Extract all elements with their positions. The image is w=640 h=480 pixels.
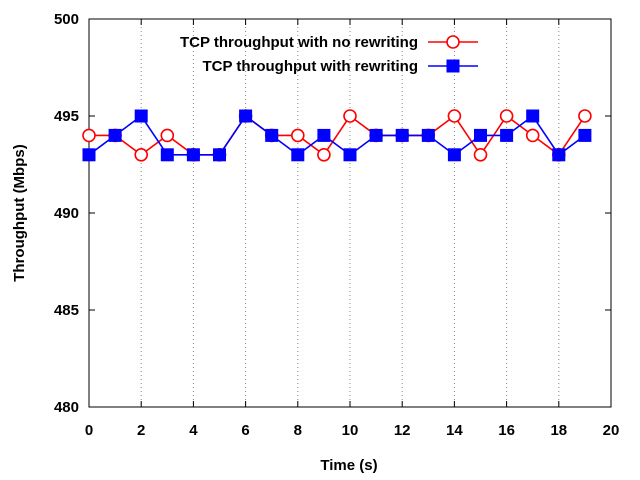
data-point [290,128,305,143]
data-point [239,109,253,123]
data-point [473,148,488,162]
data-point [186,148,200,162]
data-point [447,109,462,123]
legend-label: TCP throughput with rewriting [202,58,418,75]
legend: TCP throughput with no rewriting TCP thro… [180,34,478,75]
data-point [82,128,96,143]
data-point [134,109,148,123]
y-tick-label: 500 [54,11,79,28]
x-tick-label: 12 [394,422,411,439]
y-tick-label: 490 [54,205,79,222]
data-point [160,128,175,143]
x-tick-label: 8 [294,422,302,439]
legend-entry: TCP throughput with rewriting [202,58,478,75]
x-tick-label: 14 [446,422,463,439]
data-point [317,128,331,142]
data-point [395,128,409,142]
data-point [421,128,435,142]
data-point [82,148,96,162]
grid-lines [140,19,560,407]
x-tick-label: 20 [603,422,620,439]
data-point [552,148,566,162]
data-point [578,128,592,142]
data-point [447,148,461,162]
y-tick-labels: 480 485 490 495 500 [54,11,79,416]
data-point [343,148,357,162]
x-tick-label: 16 [498,422,515,439]
data-point [213,148,226,162]
data-point [317,148,331,162]
series-2 [82,109,592,162]
data-point [578,109,592,123]
y-tick-label: 485 [54,302,79,319]
plot-area-frame [88,18,612,408]
y-axis-title: Throughput (Mbps) [11,144,28,281]
data-point [343,109,357,123]
x-tick-label: 18 [550,422,567,439]
data-point [265,128,279,142]
data-point [160,148,174,162]
x-tick-labels: 0 2 4 6 8 10 12 14 16 18 20 [85,422,620,439]
data-point [500,128,514,142]
x-axis-title: Time (s) [320,457,377,474]
axis-ticks [88,18,612,408]
data-series [82,109,592,162]
x-tick-label: 6 [241,422,249,439]
x-tick-label: 2 [137,422,145,439]
data-point [134,148,148,162]
data-point [499,109,514,123]
series-1 [82,109,592,162]
data-point [369,128,383,142]
legend-marker [446,35,460,49]
x-tick-label: 10 [342,422,359,439]
y-tick-label: 495 [54,108,79,125]
data-point [526,109,540,123]
legend-entry: TCP throughput with no rewriting [180,34,478,51]
data-point [525,128,540,143]
data-point [474,128,487,142]
data-point [291,148,305,162]
y-tick-label: 480 [54,399,79,416]
legend-marker [446,59,460,73]
x-tick-label: 0 [85,422,93,439]
data-point [108,128,122,142]
legend-label: TCP throughput with no rewriting [180,34,418,51]
x-tick-label: 4 [189,422,198,439]
